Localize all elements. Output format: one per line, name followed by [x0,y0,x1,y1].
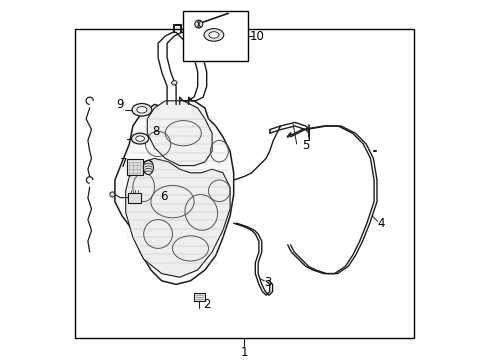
Ellipse shape [194,20,203,28]
Text: 7: 7 [120,157,127,170]
Text: 5: 5 [302,139,309,152]
Bar [128,193,141,203]
Text: 2: 2 [203,298,210,311]
Text: 10: 10 [249,30,264,42]
Ellipse shape [132,104,151,116]
Text: 9: 9 [116,98,124,111]
Bar [126,159,142,175]
Ellipse shape [110,192,115,197]
Bar [183,11,247,61]
PathPatch shape [115,101,233,284]
Ellipse shape [143,160,153,175]
PathPatch shape [147,101,212,166]
Text: 1: 1 [240,346,248,359]
Ellipse shape [203,29,224,41]
Bar [194,293,204,301]
Text: 4: 4 [377,217,384,230]
Ellipse shape [171,81,177,85]
Text: 8: 8 [152,125,160,138]
Ellipse shape [137,107,146,113]
Ellipse shape [208,32,219,38]
Text: 6: 6 [160,190,167,203]
Text: 3: 3 [264,276,271,289]
PathPatch shape [125,158,230,277]
Ellipse shape [136,136,144,141]
Ellipse shape [131,133,148,144]
Bar [75,29,413,338]
